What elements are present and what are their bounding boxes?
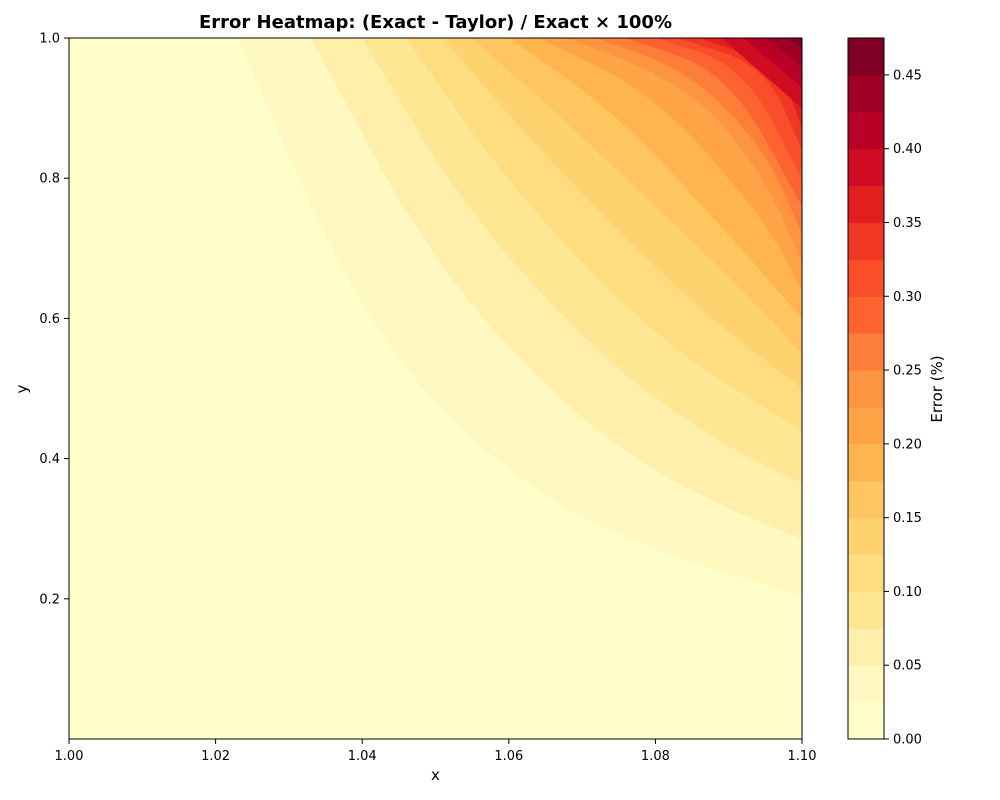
y-axis: 0.2 0.4 0.6 0.8 1.0 <box>39 32 69 607</box>
colorbar <box>848 38 884 740</box>
colorbar-band <box>848 591 884 629</box>
colorbar-tick-label: 0.10 <box>893 585 922 600</box>
heatmap-bands <box>69 38 802 739</box>
heatmap-band <box>765 38 802 67</box>
colorbar-band <box>848 480 884 519</box>
x-tick-label: 1.00 <box>55 749 84 764</box>
y-axis-label: y <box>13 384 31 394</box>
colorbar-band <box>848 628 884 666</box>
colorbar-band <box>848 443 884 482</box>
colorbar-band <box>848 296 884 334</box>
colorbar-label: Error (%) <box>928 355 946 423</box>
x-tick-label: 1.10 <box>788 749 817 764</box>
colorbar-band <box>848 38 884 76</box>
colorbar-axis: 0.00 0.05 0.10 0.15 0.20 0.25 0.30 0.35 0.40 0.45 <box>884 68 922 748</box>
plot-frame <box>68 37 803 740</box>
y-tick-label: 0.2 <box>39 592 60 607</box>
colorbar-band <box>848 554 884 592</box>
colorbar-tick-label: 0.15 <box>893 511 922 526</box>
colorbar-band <box>848 148 884 187</box>
x-tick-label: 1.04 <box>348 749 377 764</box>
heatmap-band <box>787 38 802 49</box>
colorbar-tick-label: 0.35 <box>893 216 922 231</box>
colorbar-band <box>848 333 884 371</box>
colorbar-band <box>848 111 884 150</box>
colorbar-band <box>848 406 884 445</box>
x-axis-label: x <box>431 766 440 784</box>
colorbar-tick-label: 0.40 <box>893 142 922 157</box>
colorbar-band <box>848 74 884 113</box>
colorbar-band <box>848 702 884 740</box>
colorbar-band <box>848 665 884 703</box>
x-tick-label: 1.06 <box>494 749 523 764</box>
colorbar-tick-label: 0.00 <box>893 733 922 748</box>
y-tick-label: 0.4 <box>39 452 60 467</box>
colorbar-tick-label: 0.25 <box>893 364 922 379</box>
y-tick-label: 1.0 <box>39 32 60 47</box>
x-tick-label: 1.02 <box>201 749 230 764</box>
colorbar-band <box>848 185 884 223</box>
chart-title: Error Heatmap: (Exact - Taylor) / Exact … <box>199 12 672 33</box>
colorbar-band <box>848 259 884 297</box>
x-axis: 1.00 1.02 1.04 1.06 1.08 1.10 <box>55 739 817 764</box>
colorbar-tick-label: 0.20 <box>893 437 922 452</box>
colorbar-band <box>848 370 884 408</box>
colorbar-band <box>848 517 884 556</box>
colorbar-band <box>848 222 884 260</box>
x-tick-label: 1.08 <box>641 749 670 764</box>
colorbar-frame <box>847 37 885 740</box>
colorbar-tick-label: 0.05 <box>893 659 922 674</box>
y-tick-label: 0.8 <box>39 172 60 187</box>
y-tick-label: 0.6 <box>39 312 60 327</box>
colorbar-tick-label: 0.45 <box>893 68 922 83</box>
colorbar-tick-label: 0.30 <box>893 290 922 305</box>
